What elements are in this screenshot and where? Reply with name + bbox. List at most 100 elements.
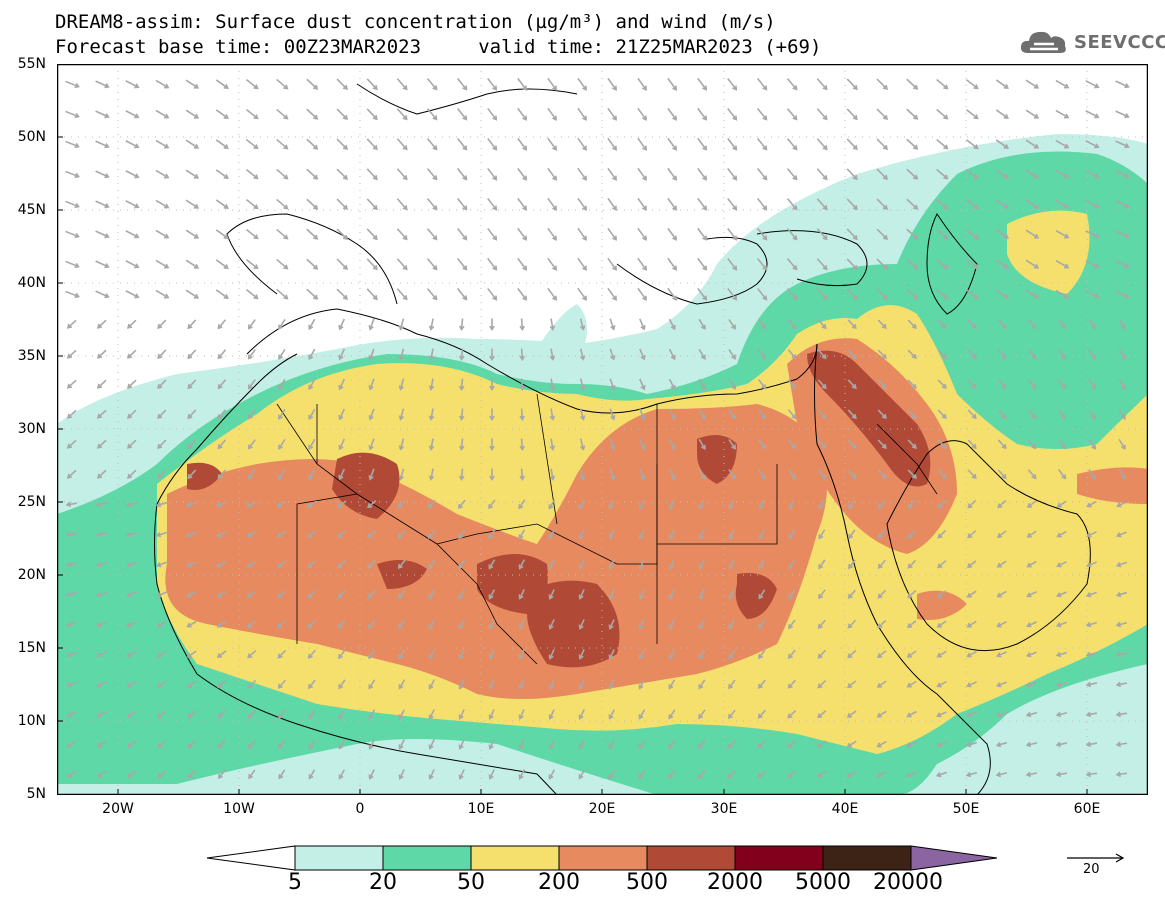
wind-arrow-head [308, 683, 313, 690]
wind-arrow [1027, 651, 1037, 657]
wind-arrow-head [367, 593, 373, 599]
wind-arrow-head [1094, 263, 1100, 269]
wind-arrow-head [432, 295, 438, 301]
wind-arrow-head [732, 265, 738, 271]
wind-arrow [579, 348, 585, 360]
wind-arrow-head [338, 744, 344, 750]
wind-arrow-head [548, 624, 554, 630]
wind-arrow-head [668, 744, 674, 750]
wind-arrow [278, 679, 286, 689]
wind-arrow [246, 79, 258, 89]
wind-arrow-head [877, 623, 883, 629]
wind-arrow [697, 257, 707, 271]
wind-arrow-head [971, 413, 977, 420]
wind-arrow [667, 77, 677, 91]
wind-arrow [1115, 260, 1129, 268]
wind-arrow [817, 439, 827, 449]
wind-arrow-head [731, 354, 736, 360]
wind-arrow-head [428, 654, 434, 660]
wind-arrow-head [313, 174, 319, 180]
wind-arrow-head [638, 774, 644, 780]
wind-arrow [577, 137, 587, 151]
wind-arrow [756, 78, 768, 90]
wind-arrow [337, 500, 347, 508]
wind-arrow-head [549, 445, 556, 451]
wind-arrow-head [996, 592, 1002, 598]
wind-arrow-head [702, 175, 708, 181]
wind-arrow-head [338, 474, 344, 481]
wind-arrow [519, 739, 525, 749]
wind-arrow [1086, 651, 1098, 657]
wind-arrow-head [640, 444, 646, 451]
wind-arrow-head [608, 684, 614, 690]
wind-arrow-head [822, 145, 828, 151]
wind-arrow [877, 439, 887, 449]
wind-arrow-head [762, 115, 768, 121]
wind-arrow [306, 78, 318, 90]
wind-arrow-head [822, 205, 828, 211]
wind-arrow [246, 289, 258, 299]
wind-arrow [937, 711, 947, 717]
wind-arrow [278, 769, 286, 779]
wind-arrow-head [1085, 771, 1092, 778]
wind-arrow-head [906, 742, 912, 748]
wind-arrow-head [193, 263, 200, 269]
wind-arrow [578, 769, 586, 779]
wind-arrow [338, 438, 346, 450]
wind-arrow [818, 499, 826, 509]
wind-arrow [817, 349, 827, 359]
wind-arrow-head [973, 174, 979, 180]
wind-arrow-head [488, 504, 494, 510]
wind-arrow-head [462, 235, 468, 241]
wind-arrow-head [519, 415, 526, 421]
wind-arrow [1057, 561, 1067, 567]
wind-arrow-head [283, 234, 289, 240]
wind-arrow-head [792, 265, 798, 271]
wind-arrow-head [698, 504, 704, 510]
wind-arrow-head [518, 594, 524, 600]
wind-arrow-head [462, 205, 468, 211]
wind-arrow [550, 438, 554, 450]
wind-arrow-head [846, 772, 852, 778]
wind-arrow-head [552, 235, 557, 241]
wind-arrow [248, 409, 256, 419]
wind-arrow [368, 679, 376, 689]
wind-arrow-head [792, 175, 798, 181]
wind-arrow-head [96, 383, 103, 389]
wind-arrow [488, 589, 496, 599]
wind-arrow-head [608, 504, 614, 510]
wind-arrow-head [937, 563, 943, 569]
wind-arrow-head [215, 502, 222, 508]
wind-arrow-head [788, 504, 794, 510]
wind-arrow [637, 227, 647, 241]
wind-arrow-head [125, 592, 132, 598]
wind-arrow [1025, 139, 1039, 149]
wind-arrow [876, 258, 888, 270]
wind-arrow [188, 769, 196, 779]
wind-arrow [846, 258, 858, 270]
wind-arrow-head [278, 444, 283, 450]
wind-arrow [308, 649, 316, 659]
wind-arrow [846, 288, 858, 300]
wind-arrow-head [788, 594, 794, 600]
wind-arrow [519, 709, 525, 719]
wind-arrow-head [996, 562, 1002, 568]
wind-arrow [185, 259, 199, 269]
wind-arrow [248, 349, 256, 359]
wind-arrow-head [612, 205, 617, 211]
map-title-line2: Forecast base time: 00Z23MAR2023 valid t… [55, 36, 822, 58]
wind-arrow [97, 651, 107, 657]
wind-arrow-head [582, 85, 587, 91]
wind-arrow [967, 379, 977, 389]
wind-arrow [907, 620, 917, 628]
wind-arrow-head [96, 413, 103, 419]
wind-arrow [1115, 200, 1129, 208]
wind-arrow-head [612, 145, 617, 151]
wind-arrow [428, 649, 436, 659]
wind-arrow-head [126, 383, 133, 389]
wind-arrow-head [1033, 233, 1040, 239]
wind-arrow [460, 408, 464, 420]
wind-arrow [125, 230, 139, 238]
wind-arrow-head [971, 323, 977, 330]
wind-arrow-head [579, 355, 586, 361]
